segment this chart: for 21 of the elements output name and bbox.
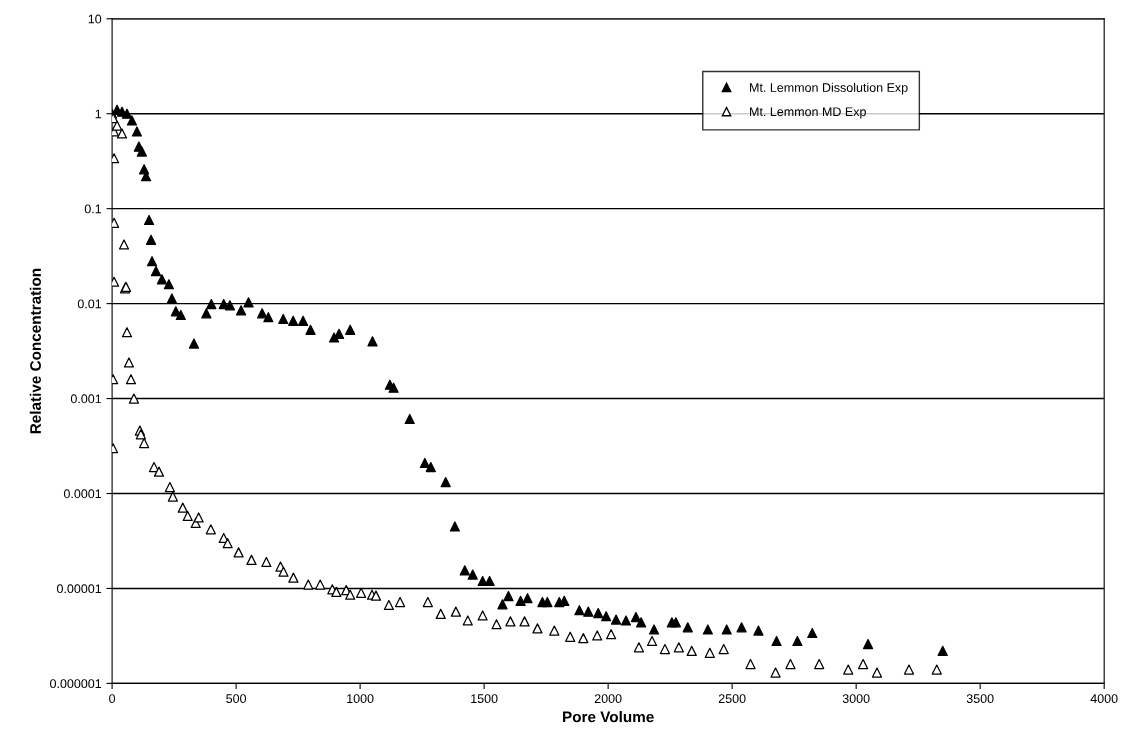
y-tick-label: 10 [88, 14, 102, 24]
y-tick-label: 1 [95, 109, 102, 119]
x-tick-label: 1500 [471, 694, 498, 704]
x-tick-label: 2000 [594, 694, 622, 704]
x-tick-label: 0 [109, 694, 116, 704]
x-tick-label: 3500 [966, 694, 994, 704]
x-axis-title: Pore Volume [563, 711, 654, 723]
y-tick-label: 0.01 [77, 299, 102, 309]
legend-label: Mt. Lemmon Dissolution Exp [750, 82, 908, 95]
y-tick-label: 0.001 [70, 394, 102, 404]
x-tick-label: 2500 [718, 694, 746, 704]
y-tick-label: 0.000001 [50, 679, 102, 689]
x-tick-label: 4000 [1090, 694, 1118, 704]
legend-label: Mt. Lemmon MD Exp [750, 107, 866, 119]
x-tick-label: 1000 [347, 694, 374, 704]
y-tick-label: 0.1 [84, 204, 102, 214]
x-tick-label: 3000 [842, 694, 870, 704]
y-tick-label: 0.00001 [56, 584, 102, 594]
y-tick-label: 0.0001 [63, 489, 102, 499]
x-tick-label: 500 [226, 694, 247, 704]
y-axis-title: Relative Concentration [29, 268, 41, 434]
